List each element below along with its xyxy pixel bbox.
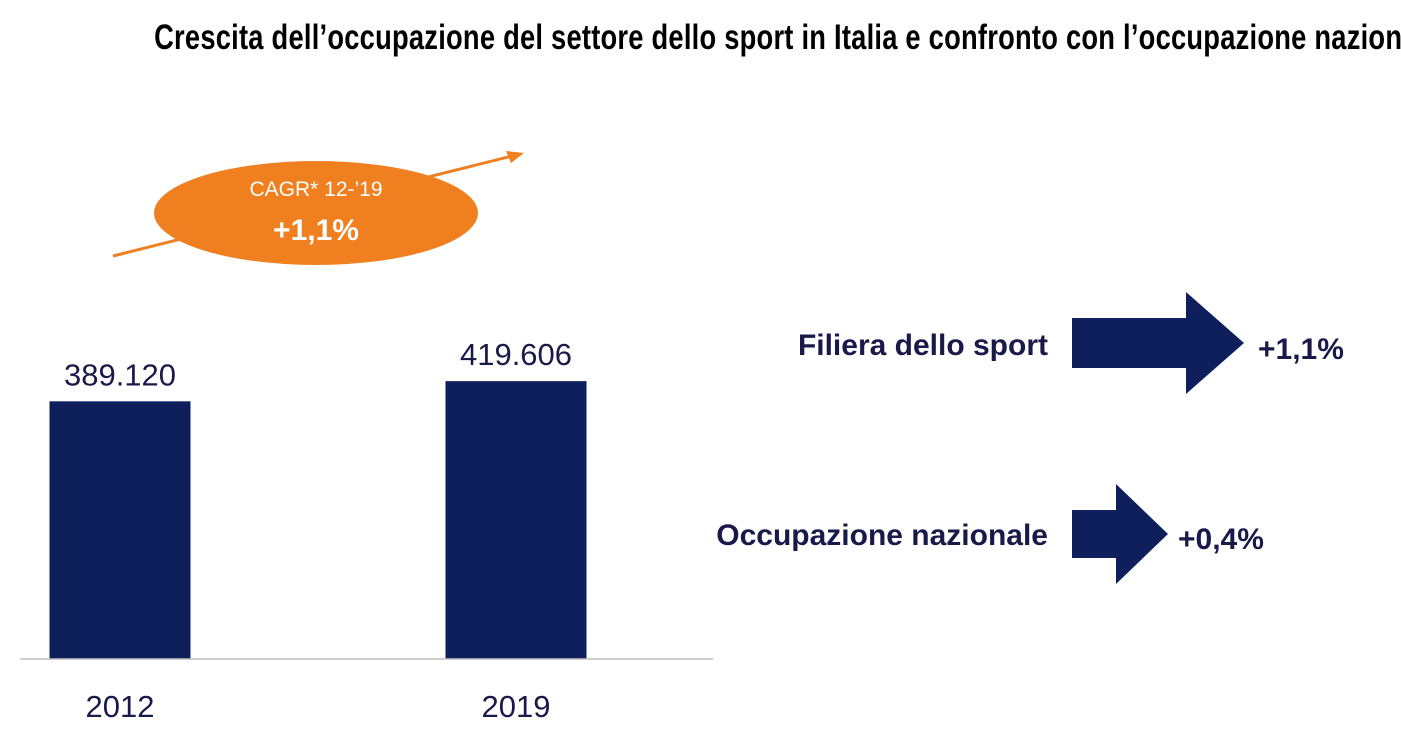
comparison-label-sport: Filiera dello sport bbox=[798, 329, 1048, 362]
bar-2012 bbox=[49, 401, 191, 659]
x-tick-label-2012: 2012 bbox=[86, 689, 155, 724]
bar-value-label-2012: 389.120 bbox=[64, 357, 176, 392]
page-title: Crescita dell’occupazione del settore de… bbox=[154, 18, 1401, 57]
comparison-value-sport: +1,1% bbox=[1258, 333, 1344, 366]
comparison-value-national: +0,4% bbox=[1178, 523, 1264, 556]
cagr-badge: CAGR* 12-’19 +1,1% bbox=[154, 161, 478, 265]
comparison-label-national: Occupazione nazionale bbox=[716, 519, 1048, 552]
comparison-row-sport: Filiera dello sport +1,1% bbox=[798, 292, 1344, 394]
bar-2019 bbox=[445, 381, 587, 659]
cagr-label: CAGR* 12-’19 bbox=[249, 178, 382, 201]
comparison-row-national: Occupazione nazionale +0,4% bbox=[716, 484, 1264, 584]
x-tick-label-2019: 2019 bbox=[482, 689, 551, 724]
bars-group: 389.120 2012 419.606 2019 bbox=[49, 337, 587, 724]
bar-value-label-2019: 419.606 bbox=[460, 337, 572, 372]
arrow-right-icon bbox=[1072, 292, 1244, 394]
arrow-right-icon bbox=[1072, 484, 1168, 584]
cagr-value: +1,1% bbox=[273, 214, 359, 247]
